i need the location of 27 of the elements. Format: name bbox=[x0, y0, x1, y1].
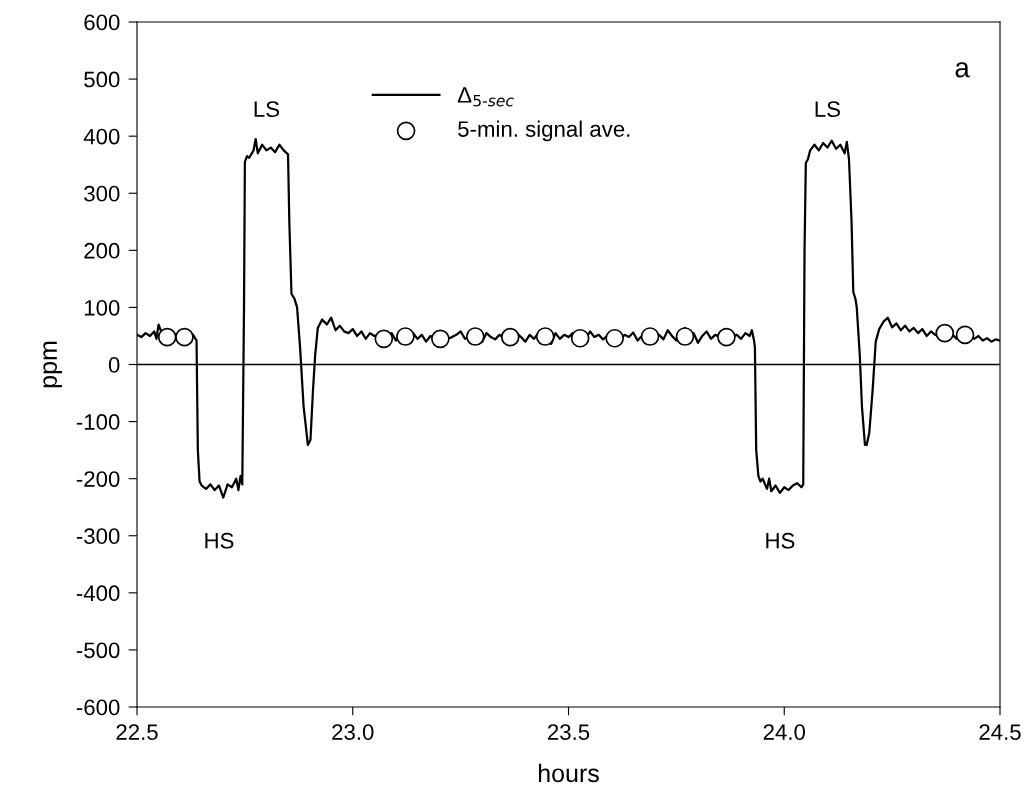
x-tick-label: 23.0 bbox=[332, 724, 374, 740]
x-axis-title: hours bbox=[538, 763, 599, 783]
annotation: LS bbox=[254, 101, 280, 118]
legend-label: Δ$_{5‑sec}$ bbox=[457, 87, 514, 107]
annotation: HS bbox=[205, 532, 234, 549]
y-axis-title: ppm bbox=[43, 341, 62, 388]
y-tick-label: -400 bbox=[76, 585, 120, 602]
y-tick-label: 500 bbox=[84, 71, 120, 88]
y-tick-label: -600 bbox=[76, 699, 120, 716]
annotation: LS bbox=[815, 101, 840, 118]
y-tick-label: 100 bbox=[84, 299, 120, 316]
y-tick-label: -300 bbox=[76, 528, 120, 545]
x-tick-label: 24.0 bbox=[763, 724, 806, 740]
annotation: a bbox=[955, 62, 970, 78]
annotation: HS bbox=[766, 532, 795, 549]
x-tick-label: 23.5 bbox=[547, 724, 590, 740]
y-tick-label: 400 bbox=[83, 128, 120, 145]
y-tick-label: 200 bbox=[84, 242, 120, 259]
y-tick-label: 600 bbox=[84, 14, 120, 31]
y-tick-label: 300 bbox=[84, 185, 120, 202]
x-tick-label: 24.5 bbox=[979, 724, 1021, 740]
x-tick-label: 22.5 bbox=[116, 724, 158, 740]
legend-label: 5-min. signal ave. bbox=[458, 120, 630, 142]
y-tick-label: -100 bbox=[76, 414, 120, 430]
y-tick-label: 0 bbox=[108, 357, 120, 373]
y-tick-label: -500 bbox=[76, 642, 120, 659]
y-tick-label: -200 bbox=[76, 471, 120, 487]
